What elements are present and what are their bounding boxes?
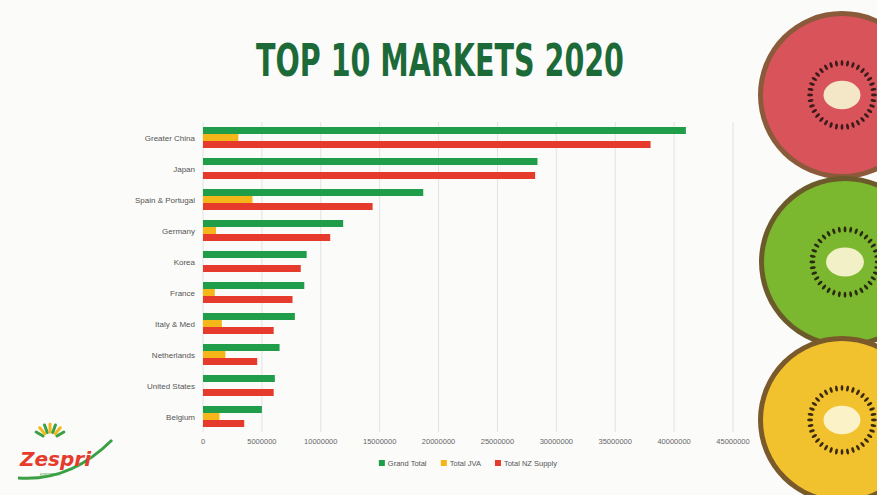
tick-label: 30000000 bbox=[540, 437, 573, 446]
grid-line bbox=[203, 122, 204, 432]
bar bbox=[203, 165, 204, 172]
legend-swatch bbox=[379, 460, 385, 466]
category-label: Japan bbox=[173, 165, 195, 174]
bar bbox=[203, 172, 535, 179]
category-label: Spain & Portugal bbox=[135, 196, 195, 205]
tick-label: 20000000 bbox=[422, 437, 455, 446]
legend: Grand Total Total JVA Total NZ Supply bbox=[379, 459, 557, 468]
bar bbox=[203, 203, 373, 210]
bar bbox=[203, 220, 343, 227]
legend-label: Total NZ Supply bbox=[504, 459, 557, 468]
bar bbox=[203, 189, 423, 196]
legend-swatch bbox=[441, 460, 447, 466]
legend-swatch bbox=[495, 460, 501, 466]
chart: TOP 10 MARKETS 2020 0 5000000 10000000 15000… bbox=[0, 0, 877, 495]
grid-line bbox=[379, 122, 380, 432]
category-label: United States bbox=[147, 382, 195, 391]
bar bbox=[203, 127, 686, 134]
grid-line bbox=[261, 122, 262, 432]
bar bbox=[203, 389, 274, 396]
tick-label: 40000000 bbox=[657, 437, 690, 446]
bar bbox=[203, 158, 537, 165]
tick-label: 25000000 bbox=[481, 437, 514, 446]
bar bbox=[203, 258, 204, 265]
bar bbox=[203, 196, 252, 203]
tick-label: 10000000 bbox=[304, 437, 337, 446]
grid-line bbox=[320, 122, 321, 432]
bar bbox=[203, 234, 330, 241]
background bbox=[0, 0, 877, 495]
grid-line bbox=[556, 122, 557, 432]
grid-line bbox=[674, 122, 675, 432]
legend-label: Grand Total bbox=[388, 459, 427, 468]
bar bbox=[203, 313, 295, 320]
legend-label: Total JVA bbox=[450, 459, 481, 468]
bar bbox=[203, 413, 219, 420]
category-label: Germany bbox=[162, 227, 195, 236]
category-label: Italy & Med bbox=[155, 320, 195, 329]
bar bbox=[203, 282, 304, 289]
bar bbox=[203, 289, 215, 296]
logo: ZespriKIWIFRUIT bbox=[18, 424, 112, 478]
tick-label: 5000000 bbox=[247, 437, 276, 446]
bar bbox=[203, 251, 307, 258]
category-label: Greater China bbox=[145, 134, 196, 143]
category-label: Belgium bbox=[166, 413, 195, 422]
logo-text: Zespri bbox=[19, 447, 92, 471]
kiwi-green bbox=[759, 176, 877, 348]
bar bbox=[203, 358, 257, 365]
bar bbox=[203, 382, 204, 389]
bar bbox=[203, 227, 216, 234]
grid-line bbox=[438, 122, 439, 432]
bar bbox=[203, 296, 293, 303]
bar bbox=[203, 141, 651, 148]
category-label: Korea bbox=[174, 258, 196, 267]
bars bbox=[203, 127, 686, 427]
bar bbox=[203, 320, 222, 327]
tick-label: 45000000 bbox=[716, 437, 749, 446]
category-label: France bbox=[170, 289, 195, 298]
bar bbox=[203, 420, 244, 427]
grid bbox=[203, 122, 733, 432]
grid-line bbox=[497, 122, 498, 432]
bar bbox=[203, 375, 275, 382]
tick-label: 15000000 bbox=[363, 437, 396, 446]
category-label: Netherlands bbox=[152, 351, 195, 360]
tick-label: 35000000 bbox=[599, 437, 632, 446]
bar bbox=[203, 134, 238, 141]
bar bbox=[203, 327, 274, 334]
kiwi-gold bbox=[758, 336, 877, 495]
bar bbox=[203, 351, 225, 358]
grid-line bbox=[733, 122, 734, 432]
kiwi-red bbox=[758, 11, 877, 179]
logo-subtext: KIWIFRUIT bbox=[40, 472, 61, 477]
tick-label: 0 bbox=[201, 437, 205, 446]
bar bbox=[203, 265, 301, 272]
grid-line bbox=[615, 122, 616, 432]
bar bbox=[203, 406, 262, 413]
title: TOP 10 MARKETS 2020 bbox=[256, 35, 624, 86]
bar bbox=[203, 344, 280, 351]
